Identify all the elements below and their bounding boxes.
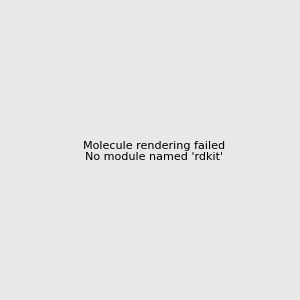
- Text: Molecule rendering failed
No module named 'rdkit': Molecule rendering failed No module name…: [83, 141, 225, 162]
